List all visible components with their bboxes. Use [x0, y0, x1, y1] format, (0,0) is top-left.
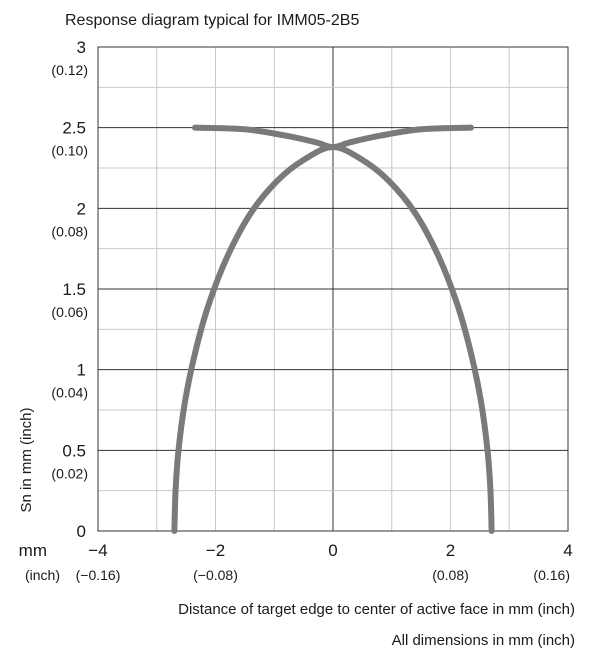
y-tick-inch-label: (0.04) — [51, 385, 88, 401]
y-tick-label: 0 — [77, 522, 86, 541]
y-tick-label: 1 — [77, 361, 86, 380]
x-tick-label: 2 — [446, 541, 455, 560]
x-tick-inch-label: (−0.08) — [193, 567, 238, 583]
y-tick-inch-label: (0.12) — [51, 62, 88, 78]
y-tick-inch-label: (0.06) — [51, 304, 88, 320]
y-tick-label: 2 — [77, 199, 86, 218]
x-tick-label: −4 — [88, 541, 107, 560]
y-tick-label: 1.5 — [62, 280, 86, 299]
dimensions-note: All dimensions in mm (inch) — [392, 632, 575, 649]
y-tick-label: 2.5 — [62, 119, 86, 138]
x-tick-inch-label: (−0.16) — [76, 567, 121, 583]
x-tick-label: −2 — [206, 541, 225, 560]
x-axis-ticks: −4 (−0.16) −2 (−0.08) 0 2 (0.08) 4 (0.16) — [76, 541, 573, 583]
x-tick-inch-label: (0.08) — [432, 567, 469, 583]
x-unit-label-mm: mm — [19, 541, 47, 560]
y-tick-label: 0.5 — [62, 441, 86, 460]
x-tick-label: 4 — [563, 541, 572, 560]
x-unit-label-inch: (inch) — [25, 567, 60, 583]
y-tick-inch-label: (0.08) — [51, 223, 88, 239]
x-axis-label: Distance of target edge to center of act… — [178, 601, 575, 618]
y-tick-inch-label: (0.02) — [51, 465, 88, 481]
x-tick-inch-label: (0.16) — [533, 567, 570, 583]
y-axis-label: Sn in mm (inch) — [18, 407, 35, 512]
y-tick-inch-label: (0.10) — [51, 143, 88, 159]
y-axis-ticks: 3 (0.12) 2.5 (0.10) 2 (0.08) 1.5 (0.06) 1 (0.04) 0… — [51, 38, 88, 541]
y-tick-label: 3 — [77, 38, 86, 57]
chart-title: Response diagram typical for IMM05-2B5 — [65, 12, 359, 29]
x-tick-label: 0 — [328, 541, 337, 560]
grid — [98, 47, 568, 531]
